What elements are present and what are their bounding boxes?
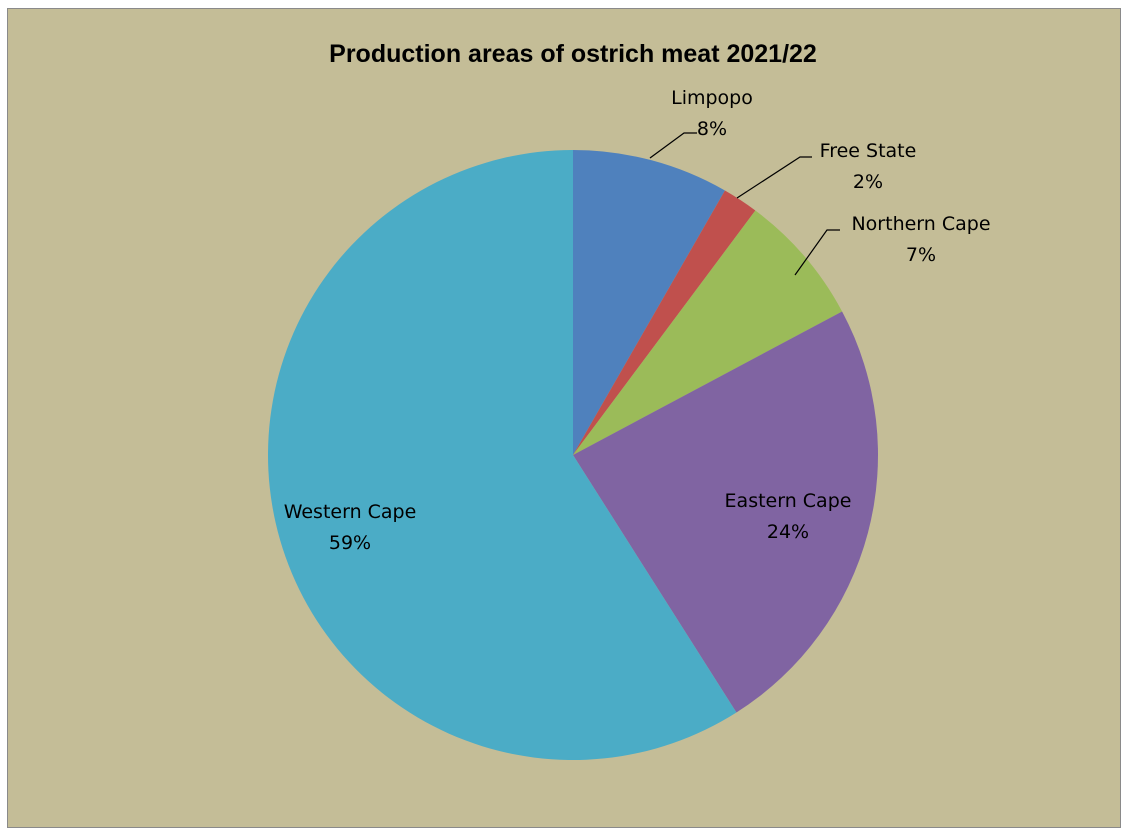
pie-slices bbox=[268, 150, 878, 761]
pie-slice-western-cape bbox=[268, 150, 737, 761]
slice-percent-label: 59% bbox=[329, 532, 371, 554]
slice-label: Limpopo bbox=[671, 87, 753, 109]
slice-label: Western Cape bbox=[284, 501, 417, 523]
pie-slice-eastern-cape bbox=[573, 311, 878, 713]
pie-slice-limpopo bbox=[573, 150, 725, 455]
slice-label: Free State bbox=[820, 140, 917, 162]
pie-slice-free-state bbox=[573, 190, 756, 456]
slice-percent-label: 8% bbox=[697, 118, 727, 140]
slice-percent-label: 7% bbox=[906, 244, 936, 266]
leader-line bbox=[736, 156, 812, 199]
slice-label: Northern Cape bbox=[851, 213, 990, 235]
leader-line bbox=[794, 229, 840, 276]
slice-percent-label: 24% bbox=[767, 521, 809, 543]
slice-labels: Limpopo 8% Free State 2% Northern Cape 7% East… bbox=[284, 87, 991, 554]
leader-line bbox=[649, 132, 697, 159]
chart-title: Production areas of ostrich meat 2021/22 bbox=[329, 40, 817, 68]
slice-label: Eastern Cape bbox=[725, 490, 852, 512]
pie-slice-northern-cape bbox=[573, 210, 843, 455]
slice-percent-label: 2% bbox=[853, 171, 883, 193]
leader-lines bbox=[649, 132, 840, 276]
